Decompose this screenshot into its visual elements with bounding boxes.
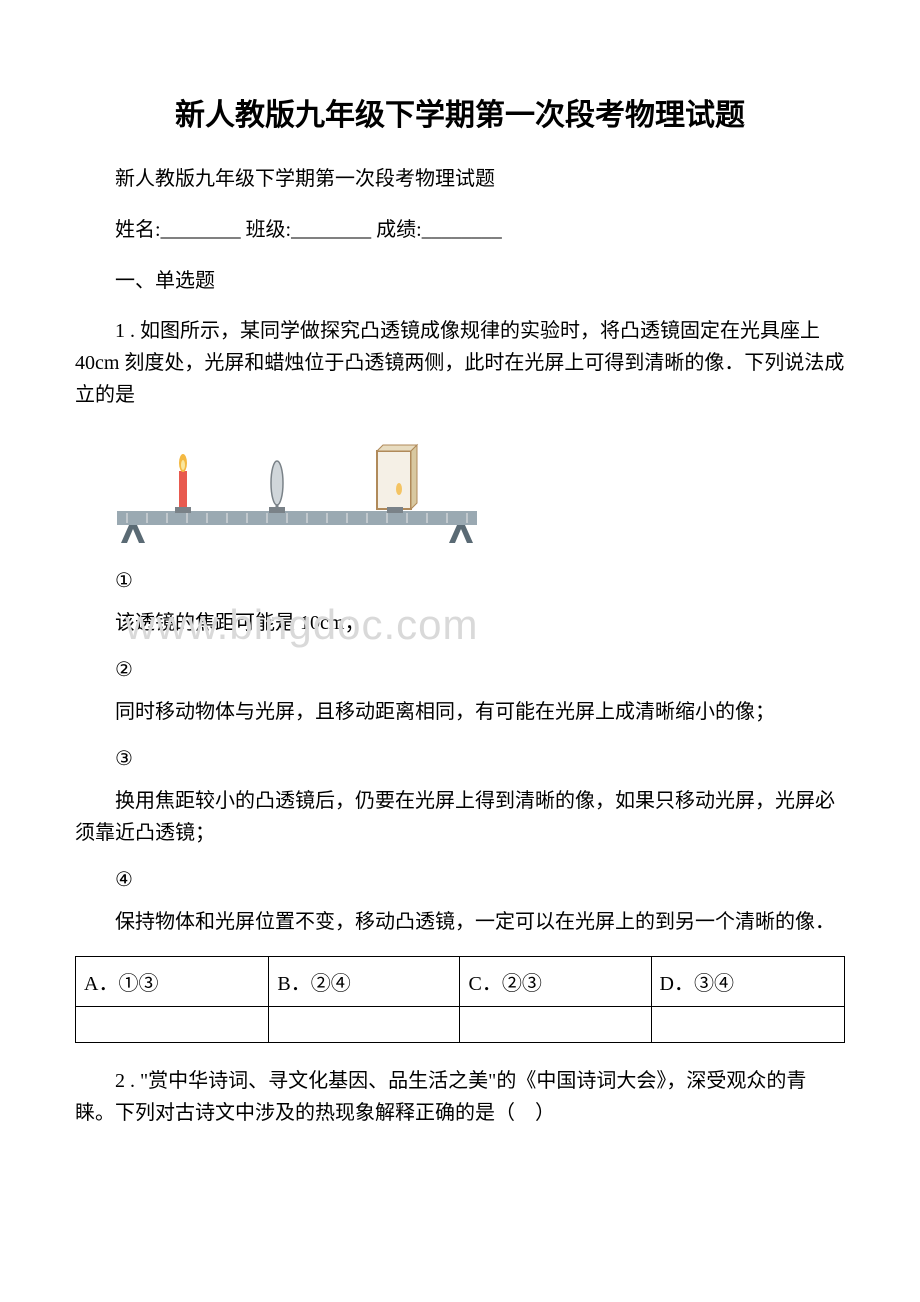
q1-choice3-num: ③ [75,746,845,771]
q1-choice2-text: 同时移动物体与光屏，且移动距离相同，有可能在光屏上成清晰缩小的像； [75,696,845,728]
score-label: 成绩: [376,219,422,241]
student-info: 姓名:________ 班级:________ 成绩:________ [75,213,845,242]
q1-choice2-num: ② [75,657,845,682]
class-label: 班级: [246,219,292,241]
q1-stem: 1 . 如图所示，某同学做探究凸透镜成像规律的实验时，将凸透镜固定在光具座上 4… [75,315,845,411]
q1-opt-d: D．③④ [651,957,844,1007]
q1-opt-b: B．②④ [269,957,460,1007]
q1-opt-d-blank [651,1007,844,1043]
page-title: 新人教版九年级下学期第一次段考物理试题 [75,90,845,134]
subtitle-line: 新人教版九年级下学期第一次段考物理试题 [75,162,845,191]
q1-opt-b-blank [269,1007,460,1043]
name-label: 姓名: [115,219,161,241]
q1-choice4-text: 保持物体和光屏位置不变，移动凸透镜，一定可以在光屏上的到另一个清晰的像． [75,906,845,938]
q1-options-table: A．①③ B．②④ C．②③ D．③④ [75,956,845,1043]
optics-bench-diagram [107,439,487,549]
q1-choice1-text: 该透镜的焦距可能是 10cm； [75,607,845,639]
q1-choice1-num: ① [75,568,845,593]
q1-opt-c-blank [460,1007,651,1043]
q1-choice3-text: 换用焦距较小的凸透镜后，仍要在光屏上得到清晰的像，如果只移动光屏，光屏必须靠近凸… [75,785,845,849]
section-heading: 一、单选题 [75,264,845,293]
q1-choice4-num: ④ [75,867,845,892]
q1-opt-a: A．①③ [76,957,269,1007]
q1-opt-c: C．②③ [460,957,651,1007]
q2-stem: 2 . "赏中华诗词、寻文化基因、品生活之美"的《中国诗词大会》，深受观众的青睐… [75,1065,845,1129]
q1-opt-a-blank [76,1007,269,1043]
